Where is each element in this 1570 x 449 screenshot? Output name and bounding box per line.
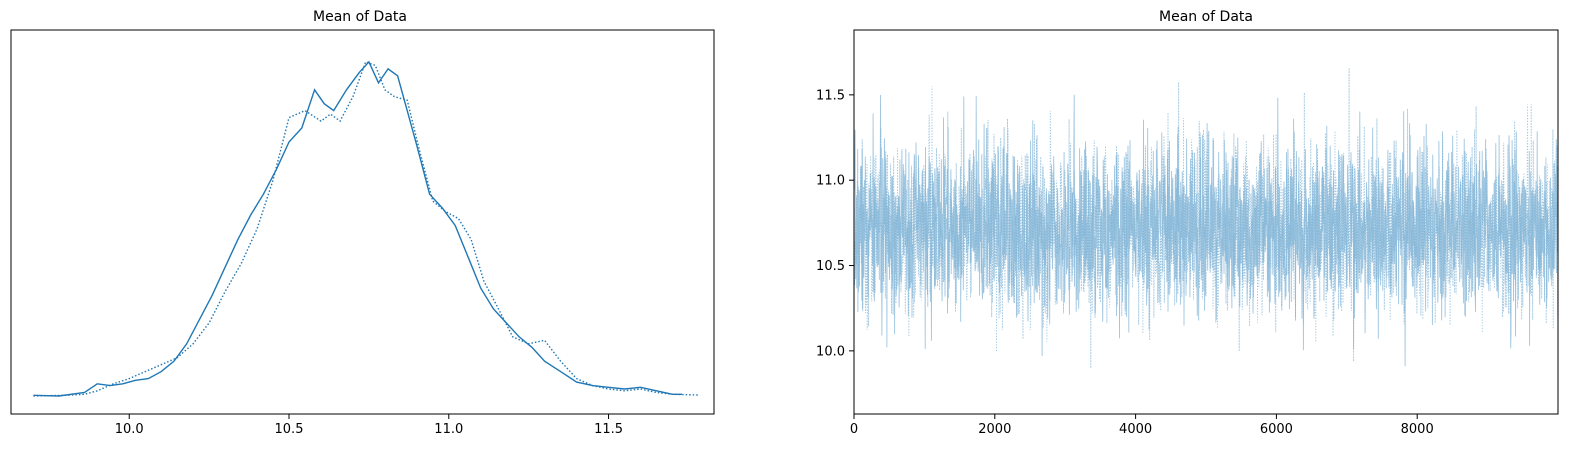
- trace-y-axis-ticks: 10.0 10.5 11.0 11.5: [816, 88, 854, 359]
- trace-axes-frame: [853, 29, 1559, 415]
- kde-x-axis-ticks: 10.0 10.5 11.0 11.5: [115, 414, 623, 437]
- kde-x-tick-label: 11.0: [434, 422, 463, 437]
- trace-y-tick-label: 11.5: [816, 88, 845, 103]
- trace-y-tick-label: 11.0: [816, 174, 845, 189]
- trace-y-tick-label: 10.0: [816, 344, 845, 359]
- kde-x-tick-label: 10.0: [115, 422, 144, 437]
- kde-axes-frame: [10, 29, 715, 415]
- kde-panel: Mean of Data 10.0 10.5 11.0 11.5: [10, 9, 715, 437]
- trace-x-tick-label: 4000: [1119, 422, 1152, 437]
- kde-x-tick-label: 11.5: [594, 422, 623, 437]
- trace-x-axis-ticks: 0 2000 4000 6000 8000: [850, 414, 1434, 437]
- kde-series-group: [33, 60, 699, 397]
- kde-x-tick-label: 10.5: [275, 422, 304, 437]
- trace-x-tick-label: 8000: [1401, 422, 1434, 437]
- trace-title: Mean of Data: [1159, 9, 1253, 25]
- trace-x-tick-label: 2000: [978, 422, 1011, 437]
- trace-series-group: [853, 67, 1559, 369]
- kde-line-dotted: [33, 61, 699, 397]
- kde-title: Mean of Data: [313, 9, 407, 25]
- trace-x-tick-label: 0: [850, 422, 858, 437]
- trace-x-tick-label: 6000: [1260, 422, 1293, 437]
- trace-line-dotted: [853, 67, 1559, 369]
- kde-line-solid: [33, 60, 682, 397]
- trace-y-tick-label: 10.5: [816, 259, 845, 274]
- trace-panel: Mean of Data 0 2000 4000 6000 8000 10.010.51…: [816, 9, 1559, 437]
